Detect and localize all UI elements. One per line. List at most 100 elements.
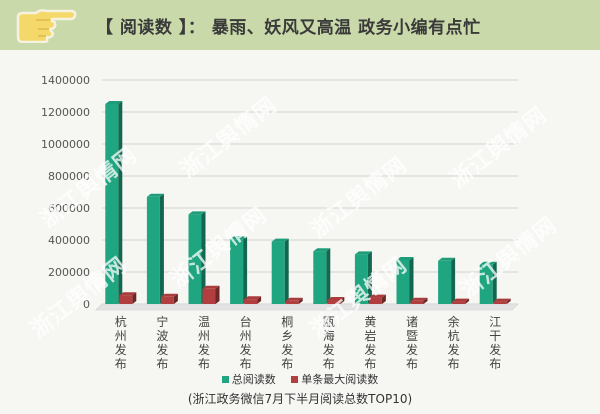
bar-single-front xyxy=(119,295,133,304)
bar-single-side xyxy=(257,296,262,304)
y-tick-label: 0 xyxy=(83,298,90,311)
x-tick-label: 江干发布 xyxy=(489,315,501,370)
bar-total-top xyxy=(146,193,164,197)
bar-single-front xyxy=(493,301,507,304)
bar-total-side xyxy=(201,211,206,304)
x-tick-label: 诸暨发布 xyxy=(406,315,418,370)
bar-total-side xyxy=(284,238,289,304)
y-tick-label: 600000 xyxy=(48,202,90,215)
chart-caption: (浙江政务微信7月下半月阅读总数TOP10) xyxy=(187,392,413,406)
bar-total-front xyxy=(438,260,452,304)
bar-total-front xyxy=(230,239,244,304)
legend-swatch-total xyxy=(221,376,229,383)
bar-single-side xyxy=(340,297,345,304)
bar-total-side xyxy=(326,248,331,304)
bar-total-front xyxy=(146,196,160,304)
bar-single xyxy=(160,293,178,304)
bar-chart: 0 200000 400000 600000 800000 1000000 1200000 1… xyxy=(41,74,519,370)
bar-total xyxy=(271,238,289,304)
bar-single xyxy=(119,292,137,304)
y-tick-label: 1200000 xyxy=(41,106,90,119)
bar-total-top xyxy=(354,251,372,255)
x-tick-label: 温州发布 xyxy=(198,315,210,370)
pointing-hand-icon xyxy=(16,9,77,43)
bar-total-front xyxy=(188,214,202,304)
bar-total-top xyxy=(105,101,123,104)
x-tick-label: 台州发布 xyxy=(240,314,252,370)
bar-total-side xyxy=(159,193,164,304)
bar-total-side xyxy=(243,236,248,304)
bar-total xyxy=(438,257,456,304)
bar-single-front xyxy=(285,300,299,304)
bar-total-front xyxy=(396,260,410,304)
bar-total-top xyxy=(479,261,497,265)
chart-legend: 总阅读数 单条最大阅读数 xyxy=(0,371,600,387)
bar-single-front xyxy=(368,297,382,304)
bar-total-front xyxy=(479,264,493,304)
bar-single xyxy=(493,298,511,304)
bar-total-front xyxy=(313,251,327,304)
bar-total-top xyxy=(396,257,414,260)
y-tick-label: 800000 xyxy=(48,170,90,183)
bar-single-side xyxy=(215,285,220,304)
legend-item-total: 总阅读数 xyxy=(221,371,276,387)
bar-total xyxy=(188,211,206,304)
bar-single-front xyxy=(160,296,174,304)
bar-total-top xyxy=(271,238,289,242)
bar-single-side xyxy=(298,297,303,304)
header-banner: 【 阅读数 】： 暴雨、妖风又高温 政务小编有点忙 xyxy=(0,0,600,50)
bar-total-front xyxy=(354,254,368,304)
bar-single-front xyxy=(410,300,424,304)
bar-single-top xyxy=(202,285,220,289)
bar-single-top xyxy=(244,296,262,300)
x-tick-label: 余杭发布 xyxy=(448,314,460,370)
y-tick-label: 1400000 xyxy=(41,74,90,87)
bar-single-side xyxy=(465,298,470,304)
bar-total-top xyxy=(230,236,248,240)
bar-total xyxy=(354,251,372,304)
page-title: 【 阅读数 】： 暴雨、妖风又高温 政务小编有点忙 xyxy=(96,18,481,38)
bar-single-front xyxy=(202,288,216,304)
bar-total xyxy=(105,101,123,304)
bar-single-side xyxy=(423,297,428,304)
bar-single-front xyxy=(244,299,258,304)
bar-total-side xyxy=(492,261,497,304)
bar-single xyxy=(327,297,345,304)
bar-single-top xyxy=(160,293,178,297)
bar-total xyxy=(396,257,414,304)
bar-single-front xyxy=(452,301,466,304)
chart-floor xyxy=(95,303,519,311)
bar-single-top xyxy=(452,298,470,302)
x-tick-label: 桐乡发布 xyxy=(281,315,293,370)
bar-single xyxy=(410,297,428,304)
bar-total xyxy=(479,261,497,304)
bar-single xyxy=(202,285,220,304)
bar-single-front xyxy=(327,300,341,304)
x-tick-label: 黄岩发布 xyxy=(364,315,376,370)
bar-total-top xyxy=(438,257,456,261)
bar-total xyxy=(230,236,248,304)
bar-single-top xyxy=(119,292,137,296)
bar-single xyxy=(452,298,470,304)
x-tick-label: 杭州发布 xyxy=(115,314,127,370)
y-tick-label: 200000 xyxy=(48,266,90,279)
x-tick-label: 宁波发布 xyxy=(156,314,168,370)
legend-swatch-single xyxy=(291,376,299,383)
legend-label-total: 总阅读数 xyxy=(231,373,276,386)
y-tick-label: 1000000 xyxy=(41,138,90,151)
bar-single-top xyxy=(410,297,428,301)
bar-single-top xyxy=(368,294,386,298)
bar-single-top xyxy=(327,297,345,300)
bar-total-side xyxy=(451,257,456,304)
bar-single xyxy=(244,296,262,304)
bar-total-side xyxy=(409,257,414,304)
y-tick-label: 400000 xyxy=(48,234,90,247)
bar-single-side xyxy=(506,298,511,304)
bar-single-top xyxy=(285,297,303,301)
bar-total-side xyxy=(118,101,123,304)
bar-total xyxy=(146,193,164,304)
bar-total-side xyxy=(367,251,372,304)
bar-single-side xyxy=(132,292,137,304)
bar-single-side xyxy=(173,293,178,304)
bar-total-front xyxy=(271,241,285,304)
